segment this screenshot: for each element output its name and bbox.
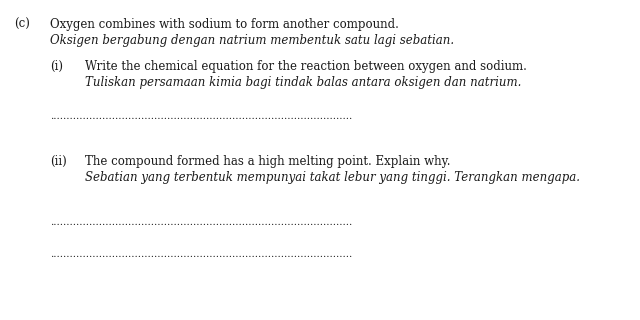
Text: Oxygen combines with sodium to form another compound.: Oxygen combines with sodium to form anot…	[50, 18, 399, 31]
Text: The compound formed has a high melting point. Explain why.: The compound formed has a high melting p…	[85, 155, 451, 168]
Text: ................................................................................: ........................................…	[50, 112, 352, 121]
Text: (i): (i)	[50, 60, 63, 73]
Text: Write the chemical equation for the reaction between oxygen and sodium.: Write the chemical equation for the reac…	[85, 60, 527, 73]
Text: Tuliskan persamaan kimia bagi tindak balas antara oksigen dan natrium.: Tuliskan persamaan kimia bagi tindak bal…	[85, 76, 522, 89]
Text: Oksigen bergabung dengan natrium membentuk satu lagi sebatian.: Oksigen bergabung dengan natrium membent…	[50, 34, 454, 47]
Text: Sebatian yang terbentuk mempunyai takat lebur yang tinggi. Terangkan mengapa.: Sebatian yang terbentuk mempunyai takat …	[85, 171, 580, 184]
Text: (c): (c)	[14, 18, 30, 31]
Text: ................................................................................: ........................................…	[50, 250, 352, 259]
Text: ................................................................................: ........................................…	[50, 218, 352, 227]
Text: (ii): (ii)	[50, 155, 67, 168]
